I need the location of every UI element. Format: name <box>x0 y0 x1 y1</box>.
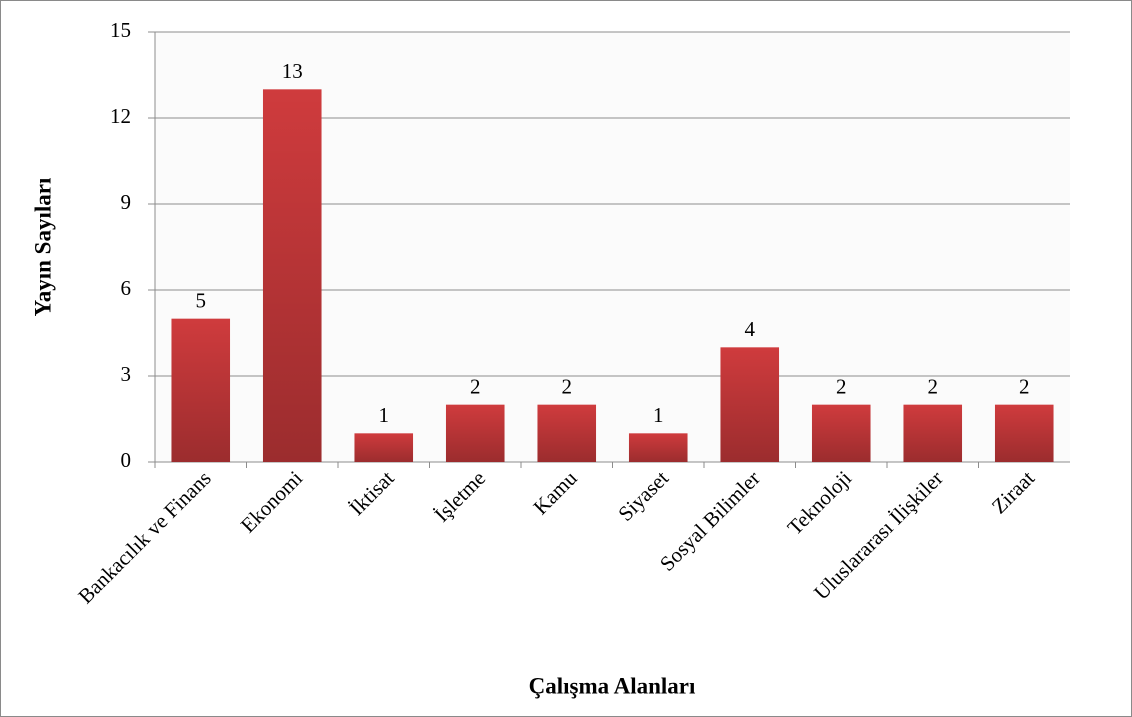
y-tick-label: 0 <box>121 448 132 472</box>
bar <box>720 347 780 462</box>
data-label: 2 <box>470 374 481 398</box>
bar <box>994 404 1054 462</box>
data-label: 2 <box>562 374 573 398</box>
bar <box>537 404 597 462</box>
data-label: 4 <box>745 317 756 341</box>
y-tick-label: 6 <box>121 276 132 300</box>
bar <box>354 433 414 462</box>
y-axis-title: Yayın Sayıları <box>30 177 55 316</box>
bar <box>171 318 231 462</box>
bar <box>445 404 505 462</box>
bar <box>811 404 871 462</box>
bar <box>262 89 322 462</box>
data-label: 2 <box>928 374 939 398</box>
data-label: 1 <box>653 403 664 427</box>
data-label: 2 <box>836 374 847 398</box>
bar <box>628 433 688 462</box>
bar <box>903 404 963 462</box>
data-label: 1 <box>379 403 390 427</box>
x-axis-title: Çalışma Alanları <box>529 673 696 698</box>
y-tick-label: 3 <box>121 362 132 386</box>
y-tick-label: 15 <box>110 18 131 42</box>
y-tick-label: 12 <box>110 104 131 128</box>
data-label: 13 <box>282 59 303 83</box>
data-label: 2 <box>1019 374 1030 398</box>
data-label: 5 <box>196 288 207 312</box>
y-tick-label: 9 <box>121 190 132 214</box>
